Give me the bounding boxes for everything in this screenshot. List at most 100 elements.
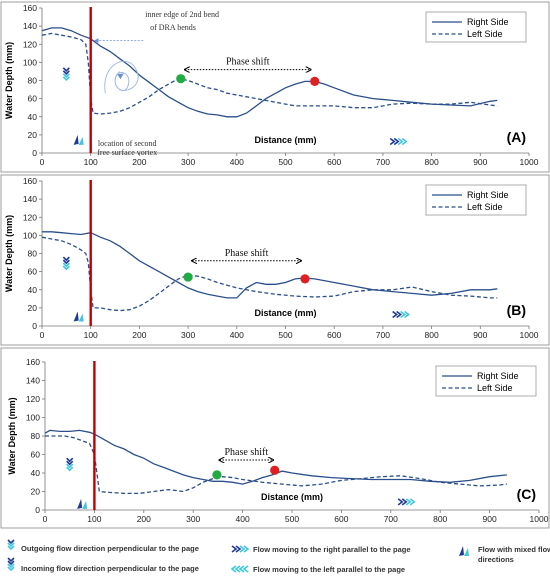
right-chevrons-icon (231, 545, 250, 553)
y-tick-label: 60 (28, 267, 38, 277)
phase-shift-label: Phase shift (226, 57, 270, 68)
x-tick-label: 400 (230, 157, 244, 167)
chevron (62, 67, 70, 72)
legend-key-mixed-line2: directions (478, 555, 514, 564)
chevron (396, 310, 402, 319)
chart-panel-3: 0 20 40 60 80 100 120 140 160 0 100 200 300 400 500 600… (0, 347, 550, 529)
panel-label: (B) (507, 302, 526, 318)
x-tick-label: 800 (425, 157, 439, 167)
chevron (66, 457, 74, 463)
y-axis-label: Water Depth (mm) (7, 397, 17, 474)
chevron (392, 310, 398, 319)
x-tick-label: 700 (376, 157, 390, 167)
x-tick-label: 800 (425, 330, 439, 340)
outgoing-chevron-stack-icon (62, 67, 70, 81)
chevron (62, 76, 70, 81)
x-tick-label: 100 (84, 157, 98, 167)
chevron (66, 463, 74, 469)
x-tick-label: 1000 (520, 330, 539, 340)
x-tick-label: 700 (384, 514, 398, 524)
x-tick-label: 500 (285, 514, 299, 524)
right-chevrons-icon (389, 137, 408, 146)
x-tick-label: 900 (473, 330, 487, 340)
legend-key-left: Flow moving to the left parallel to the … (253, 565, 405, 574)
panel-frame (0, 1, 550, 173)
x-tick-label: 600 (327, 330, 341, 340)
x-tick-label: 1000 (530, 514, 549, 524)
right-chevrons-icon (392, 310, 410, 319)
y-tick-label: 80 (28, 249, 38, 259)
legend-label: Left Side (467, 29, 503, 39)
y-tick-label: 20 (31, 487, 41, 497)
x-tick-label: 700 (376, 330, 390, 340)
series-line-left-side (41, 236, 498, 312)
x-tick-label: 600 (327, 157, 341, 167)
chart-panel-1: 0 20 40 60 80 100 120 140 160 0 100 200 300 400 500 600… (0, 1, 550, 173)
y-tick-label: 100 (23, 230, 37, 240)
legend-label: Left Side (477, 383, 513, 393)
legend-key-mixed-line1: Flow with mixed flow (478, 545, 550, 554)
y-tick-label: 120 (26, 394, 40, 404)
y-tick-label: 0 (32, 148, 37, 158)
green-marker (212, 470, 222, 480)
outgoing-chevron-stack-icon (7, 539, 15, 551)
red-marker (310, 76, 320, 87)
arrow-piece (77, 498, 83, 509)
x-tick-label: 200 (132, 330, 146, 340)
x-tick-label: 200 (137, 514, 151, 524)
chevron (401, 498, 408, 506)
panel-frame (0, 347, 550, 529)
chevron (62, 259, 70, 265)
series-line-left-side (45, 435, 507, 495)
incoming-chevron-stack-icon (7, 557, 15, 572)
bend-annotation-line2: of DRA bends (150, 23, 196, 32)
red-marker (270, 465, 280, 475)
series-line-left-side (41, 32, 498, 115)
right-chevrons-icon (397, 498, 416, 506)
y-tick-label: 0 (32, 321, 37, 331)
y-tick-label: 60 (31, 450, 41, 460)
left-chevrons-icon (230, 565, 249, 573)
x-tick-label: 300 (181, 157, 195, 167)
y-tick-label: 60 (28, 94, 38, 104)
legend-label: Left Side (467, 202, 503, 212)
x-tick-label: 300 (186, 514, 200, 524)
y-tick-label: 80 (31, 431, 41, 441)
y-tick-label: 40 (28, 112, 38, 122)
legend-key-outgoing: Outgoing flow direction perpendicular to… (21, 544, 199, 553)
y-tick-label: 100 (26, 413, 40, 423)
y-tick-label: 140 (23, 21, 37, 31)
chevron (404, 310, 410, 319)
x-tick-label: 200 (132, 157, 146, 167)
vortex-text-line2: free surface vortex (97, 148, 157, 157)
y-axis-label: Water Depth (mm) (4, 42, 14, 119)
x-tick-label: 0 (40, 330, 45, 340)
arrow-piece (73, 134, 79, 145)
series-line-right-side (41, 27, 498, 118)
legend-key-right: Flow moving to the right parallel to the… (253, 545, 411, 554)
outgoing-chevron-stack-icon (62, 256, 70, 271)
green-marker (183, 272, 193, 282)
phase-shift-label: Phase shift (225, 447, 269, 458)
x-axis-label: Distance (mm) (261, 492, 323, 502)
chevron (62, 70, 70, 75)
y-tick-label: 140 (26, 376, 40, 386)
x-tick-label: 400 (230, 330, 244, 340)
y-tick-label: 140 (23, 194, 37, 204)
chevron (397, 498, 404, 506)
panel-label: (A) (507, 129, 526, 145)
x-tick-label: 0 (40, 157, 45, 167)
chevron (393, 137, 400, 146)
chevron (409, 498, 416, 506)
x-tick-label: 500 (278, 157, 292, 167)
arrow-piece (82, 500, 88, 509)
vortex-arrow (117, 73, 124, 80)
legend-box (435, 365, 537, 397)
outgoing-chevron-stack-icon (66, 457, 74, 472)
chevron (62, 256, 70, 262)
vortex-sketch (104, 61, 139, 94)
x-tick-label: 300 (181, 330, 195, 340)
x-tick-label: 900 (483, 514, 497, 524)
x-tick-label: 1000 (520, 157, 539, 167)
